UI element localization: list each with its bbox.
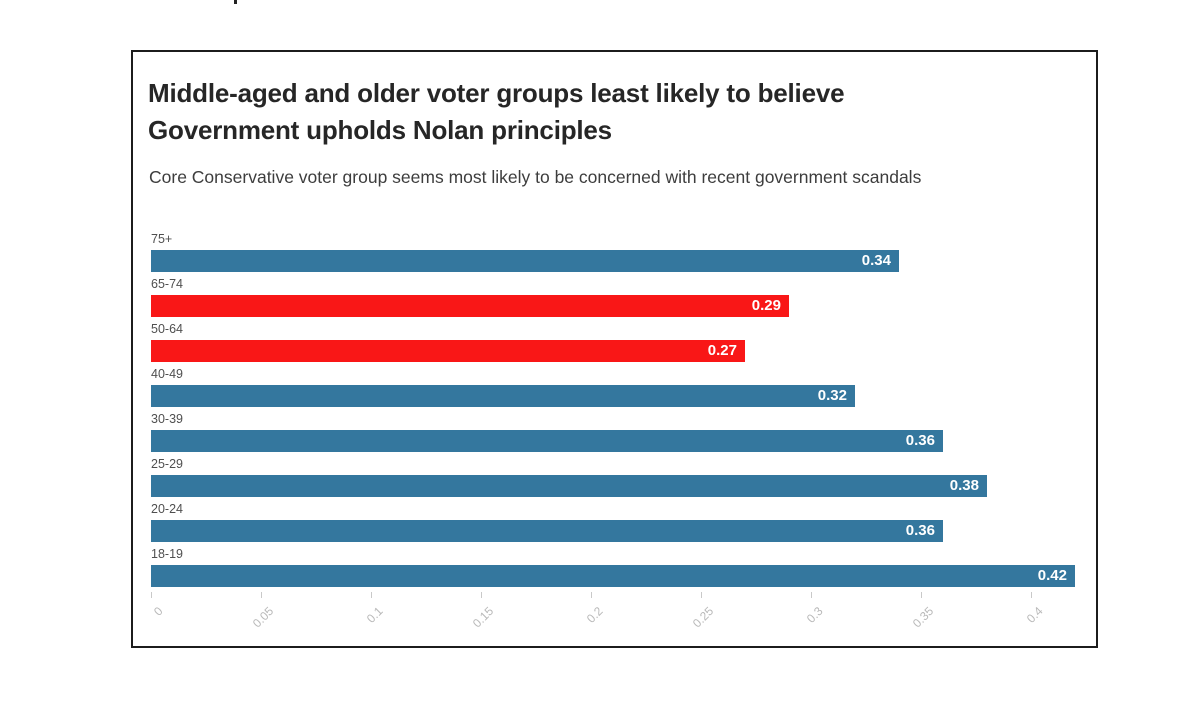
bar-row: 75+ 0.34 bbox=[151, 232, 1086, 272]
chart-card: Middle-aged and older voter groups least… bbox=[131, 50, 1098, 648]
tick-mark bbox=[701, 592, 702, 598]
bar-value-label: 0.29 bbox=[751, 297, 781, 314]
chart-rows: 75+ 0.34 65-74 0.29 50-64 0.27 40-49 0.32 30-39 0… bbox=[151, 232, 1086, 587]
bar: 0.32 bbox=[151, 385, 855, 407]
tick-mark bbox=[151, 592, 152, 598]
bar-row: 25-29 0.38 bbox=[151, 457, 1086, 497]
crop-artifact bbox=[234, 0, 237, 4]
bar: 0.29 bbox=[151, 295, 789, 317]
bar-value-label: 0.36 bbox=[905, 432, 935, 449]
bar-row: 65-74 0.29 bbox=[151, 277, 1086, 317]
tick-label: 0.35 bbox=[909, 604, 936, 631]
bar: 0.36 bbox=[151, 430, 943, 452]
tick-label: 0.25 bbox=[689, 604, 716, 631]
tick-label: 0.2 bbox=[584, 604, 606, 626]
tick-mark bbox=[481, 592, 482, 598]
bar-row: 18-19 0.42 bbox=[151, 547, 1086, 587]
tick-mark bbox=[261, 592, 262, 598]
bar-row: 30-39 0.36 bbox=[151, 412, 1086, 452]
x-axis: 0 0.05 0.1 0.15 0.2 0.25 0.3 0.35 0.4 bbox=[151, 592, 1086, 647]
bar: 0.27 bbox=[151, 340, 745, 362]
tick-mark bbox=[921, 592, 922, 598]
chart-title: Middle-aged and older voter groups least… bbox=[148, 78, 845, 145]
bar-value-label: 0.42 bbox=[1037, 567, 1067, 584]
category-label: 18-19 bbox=[151, 547, 183, 561]
category-label: 25-29 bbox=[151, 457, 183, 471]
tick-label: 0.4 bbox=[1024, 604, 1046, 626]
tick-mark bbox=[371, 592, 372, 598]
bar-value-label: 0.36 bbox=[905, 522, 935, 539]
bar-row: 20-24 0.36 bbox=[151, 502, 1086, 542]
bar: 0.38 bbox=[151, 475, 987, 497]
tick-mark bbox=[591, 592, 592, 598]
tick-mark bbox=[1031, 592, 1032, 598]
category-label: 40-49 bbox=[151, 367, 183, 381]
bar-value-label: 0.34 bbox=[861, 252, 891, 269]
tick-label: 0.05 bbox=[249, 604, 276, 631]
tick-label: 0.3 bbox=[804, 604, 826, 626]
category-label: 50-64 bbox=[151, 322, 183, 336]
chart-subtitle: Core Conservative voter group seems most… bbox=[149, 167, 922, 187]
bar-value-label: 0.38 bbox=[949, 477, 979, 494]
bar: 0.34 bbox=[151, 250, 899, 272]
tick-label: 0 bbox=[151, 604, 166, 619]
category-label: 75+ bbox=[151, 232, 173, 246]
category-label: 20-24 bbox=[151, 502, 183, 516]
bar-row: 40-49 0.32 bbox=[151, 367, 1086, 407]
bar-chart: 75+ 0.34 65-74 0.29 50-64 0.27 40-49 0.32 30-39 0… bbox=[151, 232, 1086, 647]
tick-label: 0.1 bbox=[364, 604, 386, 626]
bar-row: 50-64 0.27 bbox=[151, 322, 1086, 362]
bar: 0.42 bbox=[151, 565, 1075, 587]
bar-value-label: 0.32 bbox=[817, 387, 847, 404]
bar: 0.36 bbox=[151, 520, 943, 542]
tick-label: 0.15 bbox=[469, 604, 496, 631]
category-label: 65-74 bbox=[151, 277, 183, 291]
bar-value-label: 0.27 bbox=[707, 342, 737, 359]
tick-mark bbox=[811, 592, 812, 598]
category-label: 30-39 bbox=[151, 412, 183, 426]
